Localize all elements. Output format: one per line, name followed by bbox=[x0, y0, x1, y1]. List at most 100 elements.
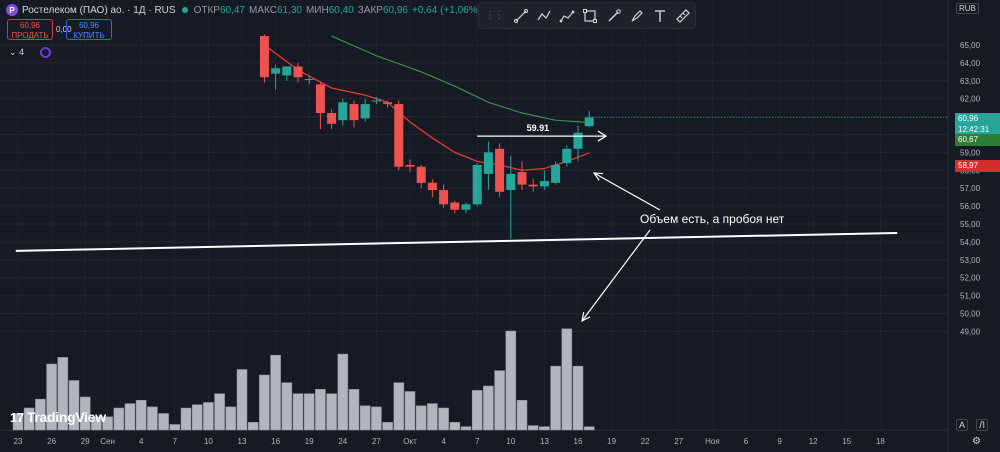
volume-bar bbox=[68, 380, 80, 431]
rectangle-tool-icon[interactable] bbox=[579, 5, 602, 27]
candle-body bbox=[338, 102, 348, 121]
volume-bar bbox=[158, 413, 169, 431]
price-tick-label: 59,00 bbox=[960, 148, 981, 157]
level-arrow-head bbox=[597, 130, 608, 142]
price-tick-label: 62,00 bbox=[960, 95, 981, 104]
chevron-down-icon: ⌄ bbox=[9, 47, 17, 57]
price-tick-label: 52,00 bbox=[960, 274, 981, 283]
candle-body bbox=[472, 164, 482, 205]
text-tool-icon[interactable] bbox=[649, 5, 672, 27]
date-tick-label: 13 bbox=[540, 437, 549, 446]
indicators-toggle[interactable]: ⌄ 4 bbox=[9, 47, 24, 58]
candle-body bbox=[427, 182, 437, 190]
volume-bar bbox=[572, 365, 584, 431]
price-tick-label: 54,00 bbox=[960, 238, 981, 247]
date-tick-label: 6 bbox=[744, 437, 749, 446]
volume-bar bbox=[583, 426, 595, 431]
price-tick-label: 51,00 bbox=[960, 292, 981, 301]
volume-bar bbox=[79, 396, 91, 431]
candle-body bbox=[528, 184, 538, 187]
support-trendline bbox=[15, 231, 898, 252]
settings-gear-icon[interactable]: ⚙ bbox=[972, 436, 981, 447]
volume-bar bbox=[236, 369, 248, 431]
volume-bar bbox=[147, 406, 158, 431]
log-scale-button[interactable]: Л bbox=[976, 419, 988, 431]
candle-body bbox=[371, 100, 381, 102]
annotation-arrow-to-volume bbox=[581, 229, 651, 322]
candle-body bbox=[360, 104, 370, 119]
volume-bar bbox=[471, 390, 483, 431]
candle-body bbox=[416, 166, 426, 183]
volume-bar bbox=[348, 388, 360, 431]
annotation-text: Объем есть, а пробоя нет bbox=[640, 212, 785, 226]
auto-scale-button[interactable]: A bbox=[956, 419, 969, 431]
date-tick-label: 16 bbox=[271, 437, 280, 446]
candle-body bbox=[349, 104, 359, 121]
ma-green-price-label: 60,67 bbox=[955, 134, 1000, 146]
volume-bar bbox=[124, 403, 136, 431]
date-tick-label: 29 bbox=[81, 437, 90, 446]
volume-bar bbox=[35, 398, 46, 431]
annotation-arrow-to-candle-head bbox=[592, 172, 604, 181]
date-tick-label: 15 bbox=[842, 437, 851, 446]
volume-bar bbox=[169, 424, 181, 431]
volume-bar bbox=[57, 357, 69, 431]
date-tick-label: 4 bbox=[441, 437, 446, 446]
ma-green-line bbox=[331, 35, 590, 124]
date-tick-label: 19 bbox=[607, 437, 616, 446]
date-tick-label: 7 bbox=[475, 437, 480, 446]
volume-bar bbox=[539, 426, 550, 431]
candle-body bbox=[584, 117, 594, 127]
candle-body bbox=[405, 164, 415, 167]
candle-body bbox=[293, 66, 303, 78]
path-tool-icon[interactable] bbox=[556, 5, 579, 27]
symbol-title[interactable]: Ростелеком (ПАО) ао. · 1Д · RUS bbox=[22, 4, 176, 16]
buy-button[interactable]: 60,96 КУПИТЬ bbox=[66, 19, 112, 40]
volume-bar bbox=[561, 328, 573, 431]
date-tick-label: 27 bbox=[674, 437, 683, 446]
volume-bar bbox=[494, 370, 505, 431]
candle-body bbox=[483, 152, 493, 174]
candle-body bbox=[562, 148, 572, 164]
tradingview-logo[interactable]: 17 TradingView bbox=[10, 409, 106, 425]
date-tick-label: 4 bbox=[139, 437, 144, 446]
candle-body bbox=[315, 84, 325, 114]
volume-bar bbox=[247, 421, 259, 431]
highlighter-tool-icon[interactable] bbox=[625, 5, 648, 27]
price-tick-label: 53,00 bbox=[960, 256, 981, 265]
ohlc-change: +0,64 (+1,06%) bbox=[412, 4, 481, 16]
date-tick-label: 7 bbox=[173, 437, 178, 446]
volume-bar bbox=[292, 393, 304, 431]
price-tick-label: 63,00 bbox=[960, 77, 981, 86]
candle-body bbox=[551, 164, 561, 183]
volume-bar bbox=[191, 404, 203, 431]
date-tick-label: 19 bbox=[305, 437, 314, 446]
volume-bar bbox=[516, 399, 528, 431]
volume-bar bbox=[113, 407, 125, 431]
date-tick-label: 18 bbox=[876, 437, 885, 446]
volume-bar bbox=[315, 388, 326, 431]
volume-bar bbox=[337, 353, 349, 431]
brush-tool-icon[interactable] bbox=[602, 5, 625, 27]
ruler-tool-icon[interactable] bbox=[672, 5, 695, 27]
record-circle-icon[interactable] bbox=[40, 47, 51, 58]
price-tick-label: 50,00 bbox=[960, 310, 981, 319]
ohlc-low: МИН60,40 bbox=[305, 4, 354, 16]
volume-bar bbox=[382, 421, 393, 431]
polyline-tool-icon[interactable] bbox=[532, 5, 555, 27]
trend-line-tool-icon[interactable] bbox=[509, 5, 532, 27]
volume-bar bbox=[180, 407, 192, 431]
currency-selector[interactable]: RUB bbox=[956, 3, 979, 14]
ohlc-open: ОТКР60,47 bbox=[193, 4, 245, 16]
volume-bar bbox=[427, 403, 438, 431]
volume-bar bbox=[270, 354, 281, 431]
volume-bar bbox=[23, 407, 35, 431]
buy-label: КУПИТЬ bbox=[73, 31, 105, 40]
volume-bar bbox=[527, 425, 539, 431]
sell-button[interactable]: 60,96 ПРОДАТЬ bbox=[7, 19, 53, 40]
date-tick-label: Окт bbox=[403, 437, 417, 446]
drag-handle-icon[interactable]: ⋮⋮ bbox=[485, 10, 504, 21]
volume-bar bbox=[438, 407, 449, 431]
